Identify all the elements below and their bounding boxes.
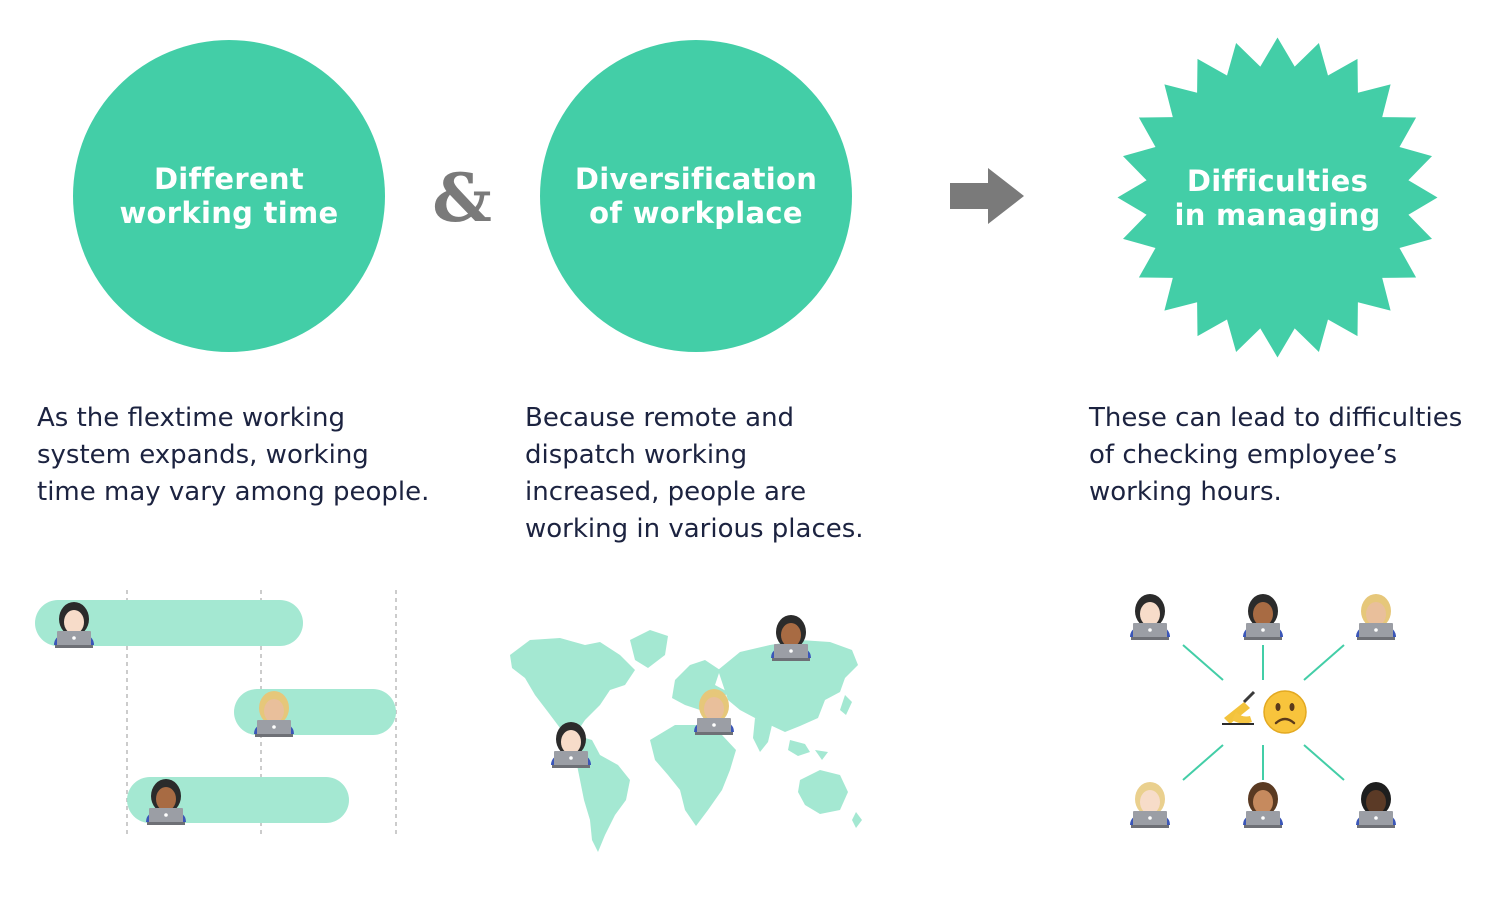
person-with-laptop-icon (1356, 782, 1396, 828)
person-with-laptop-icon (771, 615, 811, 661)
schedule-bar (35, 600, 303, 646)
badge-label-workplace: Diversification of workplace (574, 162, 818, 230)
map-new-zealand (852, 812, 862, 828)
badge-different-working-time: Different working time (73, 40, 385, 352)
world-map-illustration (510, 615, 862, 852)
right-arrow-icon (950, 168, 1024, 224)
badge-label-managing: Difficulties in managing (1174, 163, 1381, 232)
map-japan (840, 695, 852, 715)
description-workplace: Because remote and dispatch working incr… (525, 403, 864, 544)
person-with-laptop-icon (146, 779, 186, 825)
connection-line (1182, 744, 1224, 781)
person-with-laptop-icon (254, 691, 294, 737)
frowning-face-icon (1263, 690, 1307, 734)
map-north-america (510, 638, 635, 735)
person-with-laptop-icon (54, 602, 94, 648)
person-with-laptop-icon (1130, 594, 1170, 640)
starburst-fill (1117, 37, 1438, 358)
badge-diversification-of-workplace: Diversification of workplace (540, 40, 852, 352)
person-with-laptop-icon (551, 722, 591, 768)
map-southeast-asia (788, 740, 828, 760)
writing-hand-icon (1222, 690, 1256, 725)
connection-line (1303, 744, 1345, 781)
map-australia (798, 770, 848, 814)
badge-label-working-time: Different working time (119, 162, 339, 230)
description-managing: These can lead to difficulties of checki… (1089, 403, 1463, 507)
description-working-time: As the flextime working system expands, … (37, 403, 430, 507)
person-with-laptop-icon (1243, 782, 1283, 828)
flextime-timeline-illustration (35, 590, 397, 835)
map-greenland (630, 630, 668, 668)
connection-line (1182, 644, 1224, 681)
ampersand-connector: & (432, 159, 492, 237)
starburst-shape (1117, 37, 1438, 358)
map-asia (718, 640, 858, 732)
person-with-laptop-icon (1130, 782, 1170, 828)
map-africa (650, 725, 736, 826)
person-with-laptop-icon (1243, 594, 1283, 640)
management-network-illustration (1130, 594, 1396, 828)
badge-difficulties-in-managing: Difficulties in managing (1115, 35, 1440, 360)
map-india (753, 718, 772, 752)
person-with-laptop-icon (694, 689, 734, 735)
connection-line (1303, 644, 1345, 681)
person-with-laptop-icon (1356, 594, 1396, 640)
